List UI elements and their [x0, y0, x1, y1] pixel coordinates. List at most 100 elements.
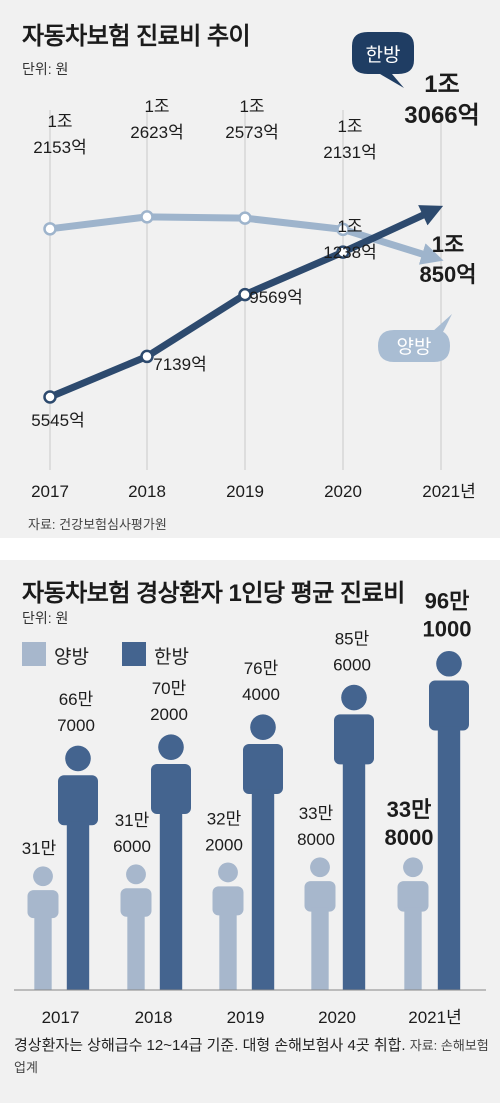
- x-tick-3: 2020: [324, 482, 362, 501]
- label-yangbang-0-line0: 31만: [22, 839, 57, 858]
- legend-label-yangbang: 양방: [54, 647, 89, 668]
- label-hanbang-4-line1: 1000: [423, 617, 472, 642]
- figure-hanbang-0: [58, 745, 98, 990]
- chart1-source: 자료: 건강보험심사평가원: [28, 517, 167, 532]
- figure-yangbang-1-torso: [120, 888, 152, 917]
- figure-hanbang-4-torso: [429, 680, 469, 731]
- callout-yangbang-text: 양방: [397, 336, 432, 358]
- label-yangbang-0-line1: 2153억: [33, 138, 86, 157]
- label-hanbang-1-line0: 70만: [152, 679, 187, 698]
- label-hanbang-0-line1: 7000: [57, 716, 95, 735]
- figure-hanbang-0-torso: [58, 775, 98, 826]
- chart2-source: 자료: 손해보험업계: [14, 1038, 489, 1075]
- label-hanbang-3-line0: 1조: [337, 217, 362, 236]
- label-yangbang-2-line0: 1조: [239, 97, 264, 116]
- label-yangbang-3-line1: 2131억: [323, 143, 376, 162]
- label-yangbang-1-line0: 1조: [144, 97, 169, 116]
- label-yangbang-4-line0: 1조: [432, 232, 464, 257]
- figure-hanbang-3-head: [341, 684, 367, 711]
- figure-hanbang-3-legs: [342, 760, 366, 990]
- figure-yangbang-3: [304, 857, 336, 990]
- figure-yangbang-0: [27, 866, 59, 990]
- label-yangbang-3-line0: 33만: [299, 804, 334, 823]
- label-hanbang-0-line0: 5545억: [31, 411, 84, 430]
- figure-yangbang-4-torso: [397, 881, 429, 912]
- figure-hanbang-2-torso: [243, 743, 283, 794]
- figure-yangbang-0-torso: [27, 890, 59, 919]
- legend-swatch-yangbang: [22, 642, 46, 666]
- chart2-unit: 단위: 원: [22, 610, 69, 626]
- line-chart-panel: [0, 0, 500, 538]
- figure-hanbang-0-legs: [66, 821, 90, 990]
- figure-hanbang-1-legs: [159, 809, 183, 990]
- point-1-2: [238, 287, 252, 302]
- x-tick-0: 2017: [31, 482, 69, 501]
- label-yangbang-4-line0: 33만: [387, 797, 432, 822]
- x-tick-3: 2020: [318, 1008, 356, 1027]
- point-0-0: [43, 222, 57, 236]
- figure-hanbang-4-head: [436, 650, 462, 677]
- label-yangbang-1-line1: 2623억: [130, 123, 183, 142]
- figure-yangbang-1-legs: [127, 912, 145, 990]
- figure-yangbang-1-head: [126, 864, 146, 885]
- label-hanbang-0-line0: 66만: [59, 690, 94, 709]
- label-yangbang-3-line0: 1조: [337, 117, 362, 136]
- label-hanbang-2-line0: 76만: [244, 659, 279, 678]
- label-yangbang-2-line1: 2573억: [225, 123, 278, 142]
- figure-yangbang-2-head: [218, 862, 238, 883]
- figure-yangbang-2: [212, 862, 244, 990]
- x-tick-1: 2018: [128, 482, 166, 501]
- line-chart: 1조 2153억 1조 2623억 1조 2573억 1조 2131억 1조 850억 5545억 7…: [31, 32, 480, 501]
- figure-hanbang-1: [151, 734, 191, 990]
- figure-yangbang-3-legs: [311, 907, 329, 990]
- label-hanbang-1-line1: 2000: [150, 705, 188, 724]
- figure-hanbang-2: [243, 714, 283, 990]
- figure-hanbang-3-torso: [334, 714, 374, 765]
- figure-yangbang-2-legs: [219, 911, 237, 990]
- point-1-0: [43, 390, 57, 404]
- figure-hanbang-2-legs: [251, 789, 275, 990]
- chart1-title: 자동차보험 진료비 추이: [22, 23, 251, 50]
- point-0-3: [336, 222, 350, 237]
- figure-hanbang-1-torso: [151, 763, 191, 814]
- label-hanbang-4-line1: 3066억: [404, 102, 479, 129]
- figure-yangbang-1: [120, 864, 152, 990]
- legend-label-hanbang: 한방: [154, 647, 189, 668]
- label-hanbang-3-line0: 85만: [335, 629, 370, 648]
- figure-hanbang-2-head: [250, 714, 276, 740]
- label-hanbang-1-line0: 7139억: [153, 355, 206, 374]
- label-yangbang-2-line0: 32만: [207, 809, 242, 828]
- callout-hanbang-bubble: [352, 32, 414, 88]
- label-yangbang-2-line1: 2000: [205, 835, 243, 854]
- figure-yangbang-4: [397, 857, 429, 990]
- figure-yangbang-2-torso: [212, 886, 244, 916]
- label-hanbang-2-line1: 4000: [242, 685, 280, 704]
- label-hanbang-3-line1: 6000: [333, 655, 371, 674]
- callout-hanbang-text: 한방: [366, 44, 401, 66]
- figure-yangbang-4-legs: [404, 907, 422, 990]
- point-1-3: [336, 245, 350, 259]
- chart2-note: 경상환자는 상해급수 12~14급 기준. 대형 손해보험사 4곳 취합.: [14, 1037, 406, 1054]
- callout-yangbang-bubble: [378, 314, 452, 362]
- x-tick-2: 2019: [226, 482, 264, 501]
- figure-yangbang-3-torso: [304, 881, 336, 912]
- x-tick-1: 2018: [135, 1008, 173, 1027]
- x-tick-4: 2021년: [408, 1008, 461, 1027]
- figure-yangbang-0-legs: [34, 914, 52, 990]
- figure-hanbang-4-legs: [437, 726, 461, 990]
- point-0-1: [140, 210, 154, 224]
- figure-yangbang-0-head: [33, 866, 53, 887]
- legend-swatch-hanbang: [122, 642, 146, 666]
- figure-yangbang-4-head: [403, 857, 423, 878]
- figure-yangbang-3-head: [310, 857, 330, 878]
- label-hanbang-3-line1: 1238억: [323, 243, 376, 262]
- x-tick-4: 2021년: [422, 482, 475, 501]
- label-yangbang-4-line1: 850억: [420, 262, 477, 287]
- point-1-1: [140, 349, 154, 364]
- x-tick-0: 2017: [42, 1008, 80, 1027]
- label-yangbang-0-line0: 1조: [47, 112, 72, 131]
- figure-hanbang-4: [429, 650, 469, 990]
- label-hanbang-4-line0: 1조: [424, 71, 459, 98]
- chart2-title: 자동차보험 경상환자 1인당 평균 진료비: [22, 580, 405, 607]
